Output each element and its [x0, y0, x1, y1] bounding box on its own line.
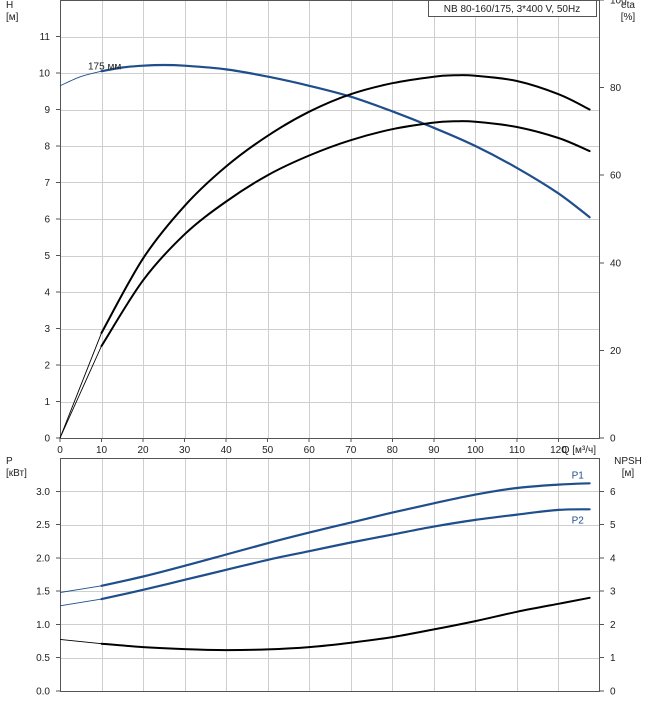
y-right-tick-label: 2	[610, 620, 616, 631]
x-tick-label: 110	[509, 445, 525, 456]
y-right-axis-label: NPSH	[614, 456, 642, 467]
y-left-axis-unit: [кВт]	[6, 468, 27, 479]
chart-title: NB 80-160/175, 3*400 V, 50Hz	[444, 4, 580, 15]
x-axis-label: Q [м³/ч]	[562, 445, 597, 456]
y-left-tick-label: 1.0	[36, 620, 50, 631]
y-left-tick-label: 0.5	[36, 653, 50, 664]
y-left-tick-label: 2.5	[36, 520, 50, 531]
y-right-tick-label: 1	[610, 653, 616, 664]
y-left-tick-label: 2.0	[36, 553, 50, 564]
series-line	[100, 596, 591, 652]
y-left-tick-label: 5	[44, 251, 50, 262]
y-left-axis-label: H	[6, 0, 13, 11]
x-tick-label: 30	[179, 445, 191, 456]
y-left-axis-unit: [м]	[6, 12, 19, 23]
y-left-tick-label: 4	[44, 288, 50, 299]
y-right-tick-label: 3	[610, 587, 616, 598]
series-label-P1: P1	[572, 470, 585, 481]
x-tick-label: 60	[304, 445, 316, 456]
y-right-tick-label: 6	[610, 487, 616, 498]
plot-frame	[60, 458, 600, 692]
y-right-tick-label: 20	[610, 346, 622, 357]
series-line-extrapolated	[59, 585, 102, 593]
plot-frame	[60, 0, 600, 439]
y-right-tick-label: 4	[610, 553, 616, 564]
y-left-tick-label: 6	[44, 215, 50, 226]
y-left-tick-label: 2	[44, 361, 50, 372]
x-tick-label: 90	[428, 445, 440, 456]
y-left-tick-label: 3.0	[36, 487, 50, 498]
x-tick-label: 120	[550, 445, 567, 456]
series-line	[100, 74, 591, 334]
series-line-extrapolated	[59, 638, 102, 645]
y-right-tick-label: 5	[610, 520, 616, 531]
y-left-tick-label: 1	[44, 397, 50, 408]
y-left-tick-label: 7	[44, 178, 50, 189]
x-tick-label: 10	[96, 445, 108, 456]
x-tick-label: 40	[221, 445, 233, 456]
y-right-tick-label: 0	[610, 687, 616, 698]
series-label-P2: P2	[572, 515, 585, 526]
series-line-extrapolated	[59, 598, 102, 607]
y-right-tick-label: 100	[610, 0, 627, 7]
y-left-tick-label: 10	[39, 69, 51, 80]
series-line-P1	[100, 482, 591, 587]
series-line-175-мм	[100, 63, 591, 219]
y-right-tick-label: 60	[610, 171, 622, 182]
y-left-tick-label: 11	[40, 32, 51, 43]
y-left-tick-label: 3	[44, 324, 50, 335]
y-left-tick-label: 0.0	[36, 687, 50, 698]
series-line-extrapolated	[59, 332, 102, 439]
y-left-tick-label: 1.5	[36, 587, 50, 598]
y-left-tick-label: 0	[44, 434, 50, 445]
x-tick-label: 70	[345, 445, 357, 456]
y-left-tick-label: 8	[44, 142, 50, 153]
y-right-tick-label: 40	[610, 258, 622, 269]
y-right-axis-unit: [м]	[622, 468, 635, 479]
x-tick-label: 50	[262, 445, 274, 456]
title-box	[428, 0, 597, 17]
series-line-P2	[100, 508, 591, 601]
y-right-axis-unit: [%]	[621, 12, 636, 23]
x-tick-label: 100	[467, 445, 484, 456]
y-right-tick-label: 0	[610, 434, 616, 445]
x-tick-label: 20	[138, 445, 150, 456]
x-tick-label: 80	[387, 445, 399, 456]
y-left-axis-label: P	[6, 456, 13, 467]
y-left-tick-label: 9	[44, 105, 50, 116]
series-line	[100, 120, 591, 347]
curve-annotation-impeller: 175 мм	[88, 61, 121, 72]
series-line-extrapolated	[59, 70, 102, 87]
y-right-tick-label: 80	[610, 83, 622, 94]
x-tick-label: 0	[57, 445, 63, 456]
series-line-extrapolated	[59, 345, 102, 439]
y-right-axis-label: eta	[621, 0, 635, 11]
